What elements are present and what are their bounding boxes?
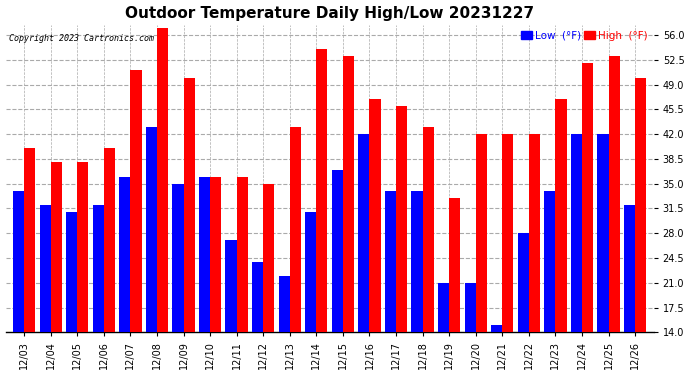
- Bar: [396, 106, 407, 332]
- Bar: [571, 134, 582, 332]
- Bar: [598, 134, 609, 332]
- Bar: [66, 212, 77, 332]
- Bar: [13, 191, 24, 332]
- Bar: [252, 261, 263, 332]
- Bar: [305, 212, 316, 332]
- Bar: [157, 28, 168, 332]
- Bar: [199, 177, 210, 332]
- Bar: [104, 148, 115, 332]
- Bar: [609, 56, 620, 332]
- Bar: [411, 191, 422, 332]
- Bar: [422, 127, 434, 332]
- Bar: [502, 134, 513, 332]
- Bar: [624, 205, 635, 332]
- Bar: [237, 177, 248, 332]
- Bar: [385, 191, 396, 332]
- Bar: [226, 240, 237, 332]
- Bar: [39, 205, 50, 332]
- Bar: [210, 177, 221, 332]
- Bar: [332, 170, 343, 332]
- Title: Outdoor Temperature Daily High/Low 20231227: Outdoor Temperature Daily High/Low 20231…: [125, 6, 534, 21]
- Bar: [263, 184, 275, 332]
- Bar: [316, 49, 328, 332]
- Bar: [464, 283, 475, 332]
- Bar: [279, 276, 290, 332]
- Bar: [119, 177, 130, 332]
- Bar: [50, 162, 62, 332]
- Bar: [358, 134, 369, 332]
- Bar: [491, 325, 502, 332]
- Bar: [24, 148, 35, 332]
- Text: Copyright 2023 Cartronics.com: Copyright 2023 Cartronics.com: [9, 34, 154, 43]
- Legend: Low  (°F), High  (°F): Low (°F), High (°F): [520, 30, 649, 42]
- Bar: [77, 162, 88, 332]
- Bar: [184, 78, 195, 332]
- Bar: [582, 63, 593, 332]
- Bar: [518, 233, 529, 332]
- Bar: [172, 184, 184, 332]
- Bar: [92, 205, 104, 332]
- Bar: [635, 78, 647, 332]
- Bar: [529, 134, 540, 332]
- Bar: [290, 127, 301, 332]
- Bar: [475, 134, 487, 332]
- Bar: [343, 56, 354, 332]
- Bar: [544, 191, 555, 332]
- Bar: [438, 283, 449, 332]
- Bar: [555, 99, 566, 332]
- Bar: [130, 70, 141, 332]
- Bar: [369, 99, 381, 332]
- Bar: [449, 198, 460, 332]
- Bar: [146, 127, 157, 332]
